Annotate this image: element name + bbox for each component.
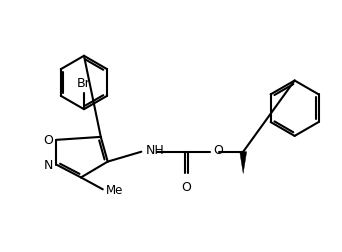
Text: O: O	[213, 144, 223, 157]
Text: N: N	[44, 159, 53, 172]
Text: Me: Me	[106, 184, 123, 197]
Text: Br: Br	[77, 77, 91, 90]
Text: NH: NH	[145, 144, 164, 157]
Text: O: O	[43, 134, 53, 147]
Text: O: O	[181, 181, 191, 194]
Polygon shape	[240, 152, 247, 173]
